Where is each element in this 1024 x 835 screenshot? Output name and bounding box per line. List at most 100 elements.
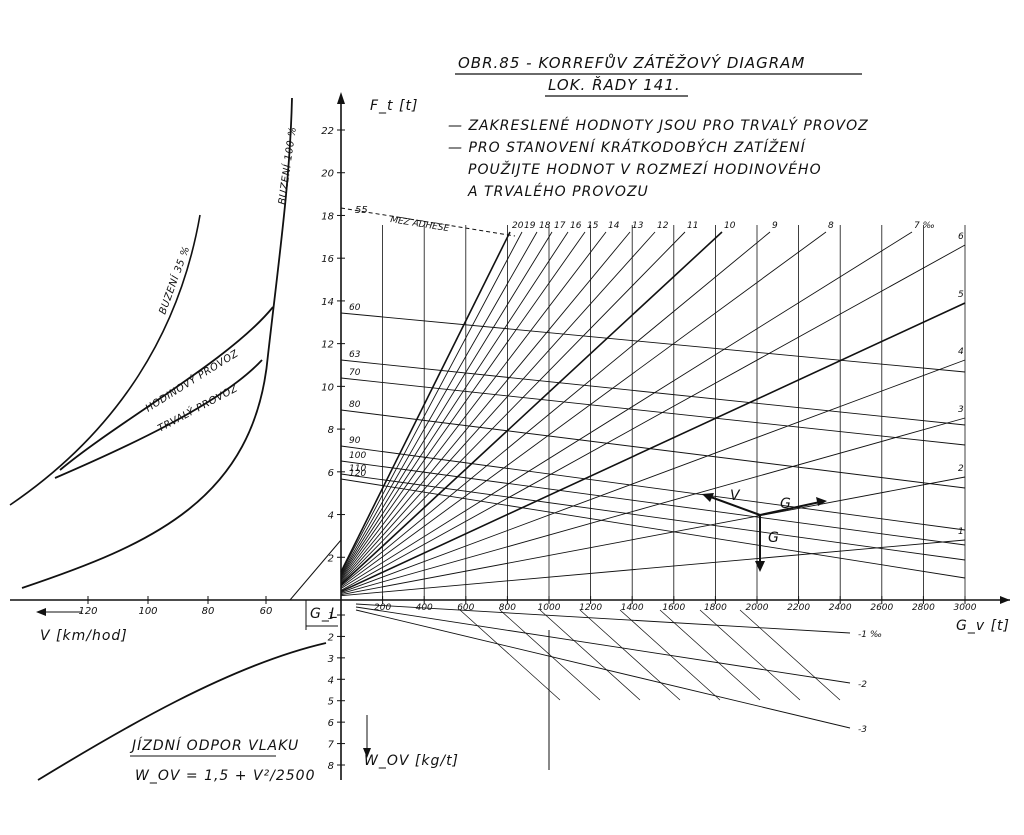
speed-line-label-6: 110 <box>349 464 366 474</box>
adhesion-value-label: 55 <box>355 205 368 216</box>
ft-tick-label: 18 <box>321 211 334 222</box>
vector-g-side-line <box>759 501 821 516</box>
gv-tick-label: 3000 <box>954 603 977 613</box>
gradient-line-10 <box>340 231 723 586</box>
gradient-line-2 <box>340 231 538 575</box>
down-diagonal-4 <box>619 609 721 701</box>
note-line-1: — ZAKRESLENÉ HODNOTY JSOU PRO TRVALÝ PRO… <box>448 117 869 134</box>
gradient-top-label-4: 16 <box>570 221 582 231</box>
ft-tick-label: 20 <box>321 169 334 180</box>
vector-v-arrowhead <box>702 493 714 502</box>
gradient-right-line-2 <box>340 359 966 593</box>
down-gradient-label-0: -1 ‰ <box>858 630 882 640</box>
wov-tick-label: 8 <box>328 761 334 772</box>
gradient-top-label-9: 11 <box>687 221 698 231</box>
down-diagonal-1 <box>499 609 601 701</box>
gv-tick-label: 600 <box>457 603 474 613</box>
vector-g-down-arrowhead <box>755 561 765 572</box>
v-tick-label: 60 <box>260 606 273 617</box>
label-jizdni-odpor: JÍZDNÍ ODPOR VLAKU <box>129 737 299 754</box>
vector-g-down-label: G <box>768 530 780 546</box>
gradient-line-8 <box>340 231 656 583</box>
v-ticks: 120 100 80 60 <box>78 596 272 617</box>
v-tick-label: 80 <box>202 606 215 617</box>
gradient-line-9 <box>340 231 686 584</box>
v-axis-label: V [km/hod] <box>40 628 128 644</box>
gradient-top-label-7: 13 <box>632 221 644 231</box>
vector-g-side-arrowhead <box>816 497 827 506</box>
gradient-right-line-4 <box>340 476 966 596</box>
ft-ticks: 2 4 6 8 10 12 14 16 18 20 22 <box>321 126 345 564</box>
gradient-right-label-2: 4 <box>958 347 964 357</box>
gradient-line-12 <box>340 231 827 588</box>
gv-tick-label: 1200 <box>579 603 602 613</box>
wov-ticks: 1 2 3 4 5 6 7 8 <box>328 611 345 772</box>
gradient-right-line-0 <box>340 244 966 591</box>
curve-buzeni-35 <box>9 214 201 506</box>
speed-line-2 <box>340 377 966 446</box>
gradient-right-label-3: 3 <box>958 405 964 415</box>
gv-tick-label: 2000 <box>746 603 769 613</box>
vector-v-label: V <box>730 488 741 504</box>
wov-axis-label: W_OV [kg/t] <box>364 753 459 769</box>
speed-line-0 <box>340 312 966 373</box>
speed-line-5 <box>340 460 966 546</box>
speed-line-label-4: 90 <box>349 436 361 446</box>
gradient-line-13 <box>340 231 913 589</box>
ft-axis-arrow <box>337 92 345 104</box>
note-line-3: POUŽIJTE HODNOT V ROZMEZÍ HODINOVÉHO <box>468 160 822 178</box>
chart-title-line2: LOK. ŘADY 141. <box>548 75 681 94</box>
gradient-top-label-0: 20 <box>512 221 524 231</box>
gv-tick-label: 800 <box>499 603 516 613</box>
gv-tick-label: 1000 <box>538 603 561 613</box>
vector-g-side-label: G <box>780 496 792 512</box>
gradient-right-line-3 <box>340 417 966 595</box>
curve-trvaly <box>54 359 263 479</box>
gv-tick-label: 2800 <box>912 603 935 613</box>
gradient-lines: 20 19 18 17 16 15 14 13 12 11 10 9 8 7 ‰ 6 5 4 3 2 1 <box>340 221 966 597</box>
gv-tick-label: 1600 <box>662 603 685 613</box>
speed-line-7 <box>340 478 966 579</box>
note-line-4: A TRVALÉHO PROVOZU <box>467 183 649 200</box>
resistance-formula: W_OV = 1,5 + V²/2500 <box>135 768 316 784</box>
gradient-top-label-10: 10 <box>724 221 736 231</box>
speed-line-label-7: 120 <box>349 469 366 479</box>
chart-title-line1: OBR.85 - KORREFŮV ZÁTĚŽOVÝ DIAGRAM <box>458 53 805 72</box>
speed-line-label-2: 70 <box>349 368 361 378</box>
speed-line-label-1: 63 <box>349 350 361 360</box>
ft-tick-label: 10 <box>321 382 334 393</box>
gv-axis-arrow <box>1000 596 1010 604</box>
down-diagonal-7 <box>739 609 841 701</box>
ft-tick-label: 16 <box>321 254 334 265</box>
adhesion-limit-line <box>340 207 516 237</box>
wov-tick-label: 7 <box>328 740 335 751</box>
v-tick-label: 120 <box>78 606 97 617</box>
wov-tick-label: 2 <box>328 632 334 643</box>
gv-tick-label: 200 <box>374 603 391 613</box>
gradient-right-label-0: 6 <box>958 232 964 242</box>
gradient-top-label-13: 7 ‰ <box>914 221 935 231</box>
ft-tick-label: 6 <box>328 468 334 479</box>
down-gradient-line-1 <box>355 606 851 684</box>
gradient-right-label-5: 1 <box>958 527 964 537</box>
gv-tick-label: 2200 <box>787 603 810 613</box>
gv-tick-label: 1400 <box>621 603 644 613</box>
note-line-2: — PRO STANOVENÍ KRÁTKODOBÝCH ZATÍŽENÍ <box>448 138 807 156</box>
vector-v-line <box>707 495 761 516</box>
down-gradient-line-0 <box>355 603 851 634</box>
gradient-top-label-11: 9 <box>772 221 778 231</box>
down-gradient-label-2: -3 <box>858 725 867 735</box>
gradient-right-line-5 <box>340 539 966 597</box>
gradient-top-label-6: 14 <box>608 221 620 231</box>
force-vectors: V G G <box>702 488 827 572</box>
wov-tick-label: 1 <box>328 611 334 622</box>
speed-line-label-3: 80 <box>349 400 361 410</box>
down-diagonal-0 <box>459 609 561 701</box>
speed-line-4 <box>340 445 966 531</box>
down-diagonal-5 <box>659 609 761 701</box>
speed-line-label-0: 60 <box>349 303 361 313</box>
curve-jizdni-odpor <box>37 642 327 781</box>
speed-line-3 <box>340 409 966 489</box>
